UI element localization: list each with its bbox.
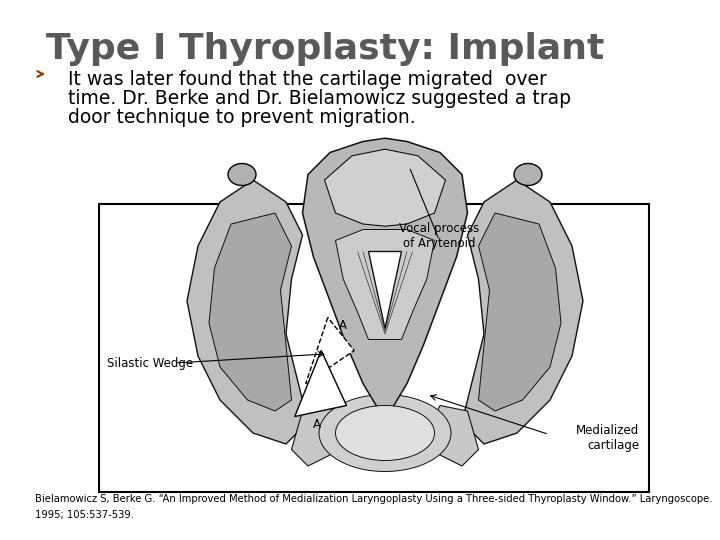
Polygon shape [306, 318, 354, 383]
Polygon shape [209, 213, 292, 411]
Bar [99, 204, 649, 492]
Text: A: A [312, 418, 321, 431]
Polygon shape [336, 230, 434, 340]
Ellipse shape [336, 406, 434, 461]
Polygon shape [302, 138, 467, 411]
Polygon shape [462, 180, 583, 444]
Text: time. Dr. Berke and Dr. Bielamowicz suggested a trap: time. Dr. Berke and Dr. Bielamowicz sugg… [68, 89, 571, 108]
Text: A: A [339, 319, 347, 332]
Polygon shape [292, 406, 341, 466]
Text: Vocal process
of Arytenoid: Vocal process of Arytenoid [399, 222, 480, 250]
Polygon shape [429, 406, 479, 466]
Text: 1995; 105:537-539.: 1995; 105:537-539. [35, 510, 134, 520]
Ellipse shape [514, 164, 542, 186]
Polygon shape [369, 252, 402, 328]
Text: Bielamowicz S, Berke G. “An Improved Method of Medialization Laryngoplasty Using: Bielamowicz S, Berke G. “An Improved Met… [35, 494, 713, 504]
Polygon shape [325, 149, 446, 226]
Text: It was later found that the cartilage migrated  over: It was later found that the cartilage mi… [68, 70, 547, 89]
Ellipse shape [319, 395, 451, 471]
Ellipse shape [228, 164, 256, 186]
Polygon shape [187, 180, 308, 444]
Polygon shape [479, 213, 561, 411]
Polygon shape [294, 350, 346, 416]
Text: Silastic Wedge: Silastic Wedge [107, 356, 193, 369]
Text: Medialized
cartilage: Medialized cartilage [576, 424, 639, 453]
Text: Type I Thyroplasty: Implant: Type I Thyroplasty: Implant [46, 32, 604, 66]
Text: door technique to prevent migration.: door technique to prevent migration. [68, 108, 415, 127]
